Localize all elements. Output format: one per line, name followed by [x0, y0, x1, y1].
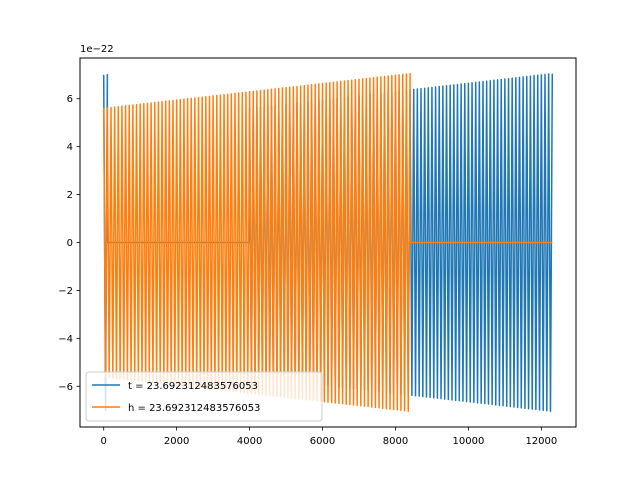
series-line-h [102, 72, 553, 412]
x-tick-label: 2000 [164, 436, 189, 447]
y-tick-label: −4 [58, 334, 73, 345]
y-axis: −6 −4 −2 0 2 4 6 [58, 94, 80, 393]
legend-label: t = 23.692312483576053 [128, 381, 258, 392]
y-offset-text: 1e−22 [80, 44, 114, 55]
x-tick-label: 8000 [383, 436, 408, 447]
x-axis: 0 2000 4000 6000 8000 10000 12000 [101, 427, 557, 447]
x-tick-label: 0 [101, 436, 107, 447]
y-tick-label: −6 [58, 382, 73, 393]
x-tick-label: 10000 [453, 436, 485, 447]
legend-label: h = 23.692312483576053 [128, 403, 260, 414]
legend: t = 23.692312483576053 h = 23.69231248357… [85, 371, 323, 422]
x-tick-label: 4000 [237, 436, 262, 447]
x-tick-label: 12000 [525, 436, 557, 447]
y-tick-label: 6 [67, 94, 73, 105]
legend-box [85, 371, 323, 422]
y-tick-label: −2 [58, 286, 73, 297]
y-tick-label: 4 [67, 142, 73, 153]
x-tick-label: 6000 [310, 436, 335, 447]
plot-area [102, 72, 554, 412]
y-tick-label: 2 [67, 190, 73, 201]
y-tick-label: 0 [67, 238, 73, 249]
